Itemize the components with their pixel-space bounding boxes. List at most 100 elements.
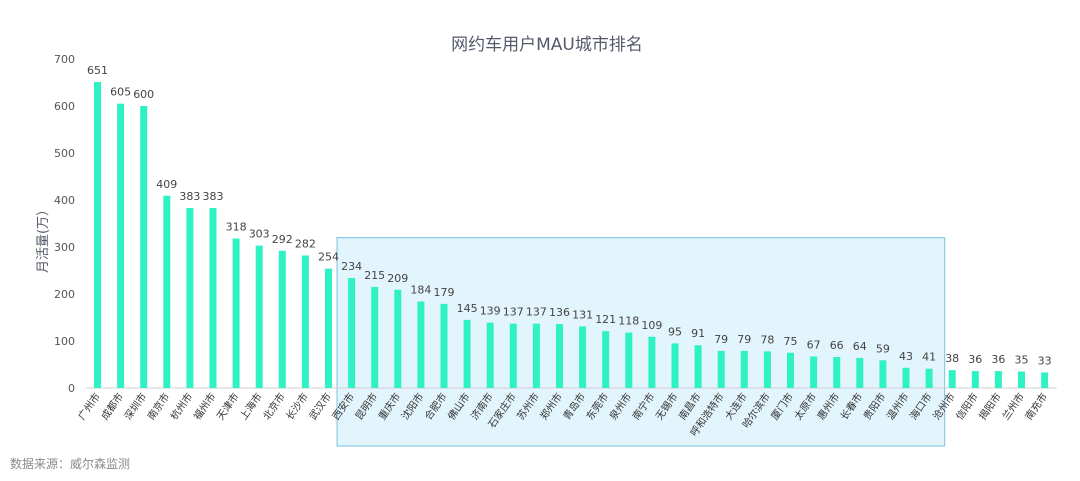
bar — [163, 195, 171, 388]
bar-value-label: 137 — [526, 306, 547, 319]
bar — [532, 323, 540, 388]
chart-title: 网约车用户MAU城市排名 — [451, 35, 643, 55]
bar — [117, 103, 125, 389]
y-tick-label: 300 — [54, 241, 75, 254]
y-tick-label: 500 — [54, 147, 75, 160]
y-axis-label: 月活量(万） — [36, 203, 51, 273]
bar — [856, 357, 864, 388]
bar — [394, 289, 402, 388]
bar-value-label: 59 — [876, 342, 890, 355]
category-label: 深圳市 — [121, 390, 149, 422]
bar — [810, 356, 818, 388]
bar — [232, 238, 240, 388]
bar-value-label: 139 — [480, 305, 501, 318]
bar — [648, 336, 656, 388]
bar — [556, 324, 563, 388]
category-label: 福州市 — [191, 390, 219, 422]
bar-value-label: 282 — [295, 237, 316, 250]
bar — [925, 368, 933, 388]
data-source: 数据来源：威尔森监测 — [10, 457, 131, 471]
bar-value-label: 651 — [87, 64, 108, 77]
bar-value-label: 78 — [760, 333, 774, 346]
bar-value-label: 254 — [318, 251, 339, 264]
bar — [671, 343, 679, 388]
bar-value-label: 121 — [595, 313, 616, 326]
bar-value-label: 91 — [691, 327, 705, 340]
bar-value-label: 600 — [133, 88, 154, 101]
bar — [879, 360, 887, 388]
bar — [278, 250, 286, 388]
bar-value-label: 64 — [853, 340, 867, 353]
bar-value-label: 79 — [737, 333, 751, 346]
bar — [509, 323, 517, 388]
category-label: 长沙市 — [283, 390, 311, 422]
bar — [209, 207, 217, 388]
y-tick-label: 0 — [68, 382, 75, 395]
bar-value-label: 137 — [503, 306, 524, 319]
bar-value-label: 136 — [549, 306, 570, 319]
bar-value-label: 215 — [364, 269, 385, 282]
bar-value-label: 36 — [991, 353, 1005, 366]
category-label: 成都市 — [98, 390, 126, 422]
bar-value-label: 209 — [387, 272, 408, 285]
category-label: 兰州市 — [999, 390, 1027, 422]
bar — [833, 356, 841, 388]
bar — [1041, 372, 1049, 388]
bar — [763, 351, 771, 388]
bar-value-label: 383 — [203, 190, 224, 203]
bar-value-label: 67 — [807, 339, 821, 352]
bar-value-label: 234 — [341, 260, 362, 273]
bar — [694, 345, 702, 388]
y-tick-label: 200 — [54, 288, 75, 301]
bar — [787, 352, 794, 388]
bar — [348, 278, 356, 388]
bar — [971, 371, 979, 388]
bar — [371, 286, 379, 388]
category-label: 上海市 — [237, 390, 265, 422]
bar — [186, 207, 194, 388]
bar-value-label: 318 — [226, 221, 247, 234]
bar — [579, 326, 587, 388]
bar — [463, 319, 471, 388]
bar-value-label: 36 — [968, 353, 982, 366]
bar — [140, 106, 148, 388]
bar-value-label: 35 — [1015, 354, 1029, 367]
bar — [717, 350, 725, 388]
bar-value-label: 95 — [668, 325, 682, 338]
category-label: 南充市 — [1022, 390, 1050, 422]
bar-value-label: 66 — [830, 339, 844, 352]
bar — [1018, 371, 1025, 388]
bar-value-label: 79 — [714, 333, 728, 346]
bar-value-label: 145 — [457, 302, 478, 315]
bar-value-label: 383 — [179, 190, 200, 203]
bar — [325, 268, 332, 388]
y-tick-label: 400 — [54, 194, 75, 207]
bar-value-label: 131 — [572, 308, 593, 321]
bar-value-label: 41 — [922, 351, 936, 364]
y-tick-label: 700 — [54, 53, 75, 66]
bar-value-label: 179 — [434, 286, 455, 299]
bar-value-label: 109 — [641, 319, 662, 332]
bar — [486, 322, 494, 388]
category-label: 天津市 — [214, 390, 242, 422]
bar-value-label: 184 — [410, 284, 431, 297]
category-label: 杭州市 — [168, 390, 196, 422]
bar — [602, 331, 610, 388]
y-tick-label: 100 — [54, 335, 75, 348]
bar-value-label: 605 — [110, 86, 131, 99]
highlight-region — [336, 237, 946, 447]
bar — [94, 82, 101, 388]
category-label: 广州市 — [75, 390, 103, 422]
bar — [440, 303, 448, 388]
bar-value-label: 75 — [784, 335, 798, 348]
category-label: 北京市 — [260, 390, 288, 422]
bar-value-label: 409 — [156, 178, 177, 191]
bar — [902, 367, 910, 388]
bar-value-label: 43 — [899, 350, 913, 363]
bar — [255, 245, 263, 388]
category-label: 武汉市 — [306, 390, 334, 422]
bar — [417, 301, 425, 388]
bar-value-label: 118 — [618, 315, 639, 328]
bar — [301, 255, 309, 388]
